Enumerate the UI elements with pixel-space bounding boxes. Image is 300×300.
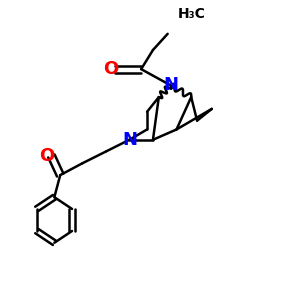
Text: N: N [163,76,178,94]
Text: H₃C: H₃C [178,7,206,21]
Text: O: O [39,147,54,165]
Text: N: N [122,131,137,149]
Text: O: O [103,60,118,78]
